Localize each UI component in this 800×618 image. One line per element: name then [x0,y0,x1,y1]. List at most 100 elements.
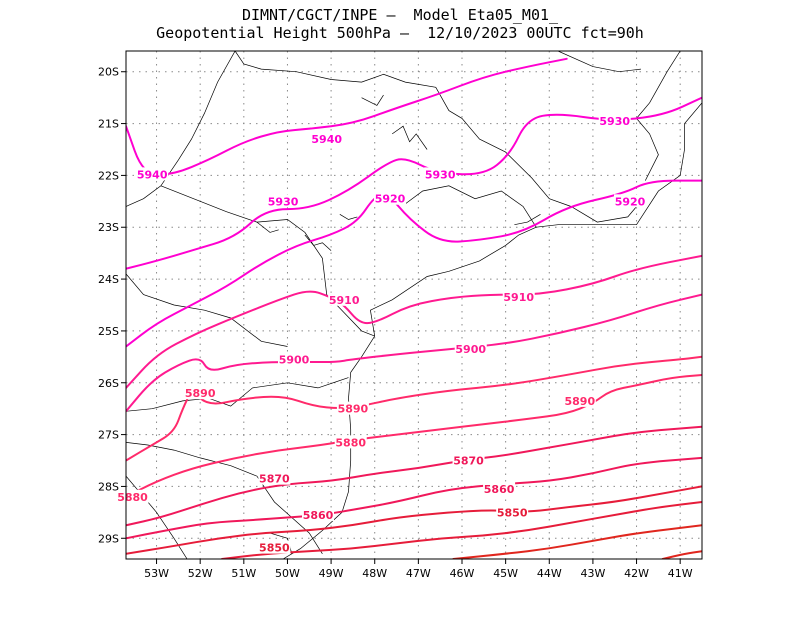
x-tick-label: 43W [580,567,605,580]
contour-label-bg [614,194,646,208]
x-tick-label: 51W [231,567,256,580]
contour-label-bg [598,113,631,127]
contour-label-5850: 5850 [497,506,528,519]
contour-line-5910 [126,254,702,389]
contour-label-bg [258,540,291,554]
contour-label-5890: 5890 [338,403,369,416]
contour-label-5890: 5890 [565,395,596,408]
boundary-line [160,185,375,337]
x-tick-label: 52W [188,567,213,580]
contour-line-5930 [126,96,702,270]
contour-label-5910: 5910 [503,291,534,304]
y-tick-label: 24S [98,273,119,286]
x-tick-label: 49W [319,567,344,580]
y-tick-label: 22S [98,169,119,182]
boundary-line [269,532,293,554]
contour-label-5850: 5850 [259,542,290,555]
contour-label-bg [310,132,343,146]
boundary-line [361,94,384,106]
x-tick-label: 46W [450,567,475,580]
boundary-line [557,51,641,73]
x-tick-label: 44W [537,567,562,580]
x-tick-label: 50W [275,567,300,580]
boundary-line [126,442,323,554]
boundary-line [370,102,702,337]
contour-label-5930: 5930 [599,115,630,128]
contour-label-bg [184,386,217,400]
contour-label-5860: 5860 [303,509,334,522]
contour-line-5860 [126,456,702,540]
contour-line-5830 [452,524,702,559]
contour-label-bg [496,505,529,519]
contour-label-bg [452,453,485,467]
x-tick-label: 47W [406,567,431,580]
contour-label-bg [258,471,291,485]
contour-label-bg [302,507,334,521]
boundary-line [391,125,428,150]
boundary-line [405,185,537,228]
contour-line-5880 [126,374,702,498]
y-tick-label: 29S [98,532,119,545]
contour-label-bg [278,352,310,366]
contour-line-5850 [126,485,702,555]
boundary-line [256,221,279,233]
y-tick-label: 20S [98,66,119,79]
y-tick-label: 26S [98,377,119,390]
x-tick-label: 42W [624,567,649,580]
y-tick-label: 27S [98,429,119,442]
contour-label-5930: 5930 [425,168,456,181]
contour-line-5900 [126,293,702,413]
contour-lines [126,57,702,559]
contour-label-5870: 5870 [259,473,290,486]
contour-labels: 5940 5940 5930 5930 5930 5920 5920 5910 5910 5900… [116,113,646,555]
x-tick-label: 48W [362,567,387,580]
contour-label-bg [328,292,361,306]
contour-label-5880: 5880 [117,491,148,504]
contour-label-5920: 5920 [615,195,646,208]
boundary-line [636,118,659,181]
axis-ticks: 53W 52W 51W 50W 49W 48W 47W 46W 45W 44W 43W 42W 41W 2… [98,66,693,580]
contour-label-bg [336,401,369,415]
contour-line-5870 [126,425,702,527]
contour-label-5860: 5860 [484,483,515,496]
contour-label-bg [334,435,367,449]
boundary-line [282,335,375,559]
contour-label-5930: 5930 [268,195,299,208]
contour-label-5870: 5870 [453,455,484,468]
x-tick-label: 45W [493,567,518,580]
contour-line-5940 [126,57,568,176]
map-title: DIMNT/CGCT/INPE – Model Eta05_M01_ Geopo… [0,6,800,42]
contour-label-bg [267,194,300,208]
contour-label-bg [116,489,149,503]
boundary-line [126,273,288,347]
contour-label-bg [563,393,596,407]
contour-label-bg [374,191,406,205]
contour-label-bg [136,167,169,181]
map-frame [125,50,703,560]
contour-label-5890: 5890 [185,387,216,400]
contour-label-bg [454,342,487,356]
contour-label-bg [502,290,535,304]
title-line-2: Geopotential Height 500hPa – 12/10/2023 … [156,24,644,42]
contour-label-5900: 5900 [455,343,486,356]
contour-label-bg [483,482,516,496]
contour-label-5880: 5880 [335,436,366,449]
contour-label-5940: 5940 [137,168,168,181]
x-tick-label: 53W [144,567,169,580]
y-tick-label: 23S [98,221,119,234]
x-tick-label: 41W [668,567,693,580]
title-line-1: DIMNT/CGCT/INPE – Model Eta05_M01_ [241,6,559,24]
contour-line-5890 [126,355,702,462]
boundary-line [304,234,332,251]
contour-label-5910: 5910 [329,294,360,307]
contour-label-bg [424,167,457,181]
y-tick-label: 25S [98,325,119,338]
boundary-line [514,213,541,226]
y-tick-label: 28S [98,480,119,493]
contour-label-5900: 5900 [279,353,310,366]
boundary-line [339,213,358,220]
contour-line-5820 [661,550,702,559]
boundary-line [126,377,349,412]
boundary-line [636,51,681,119]
